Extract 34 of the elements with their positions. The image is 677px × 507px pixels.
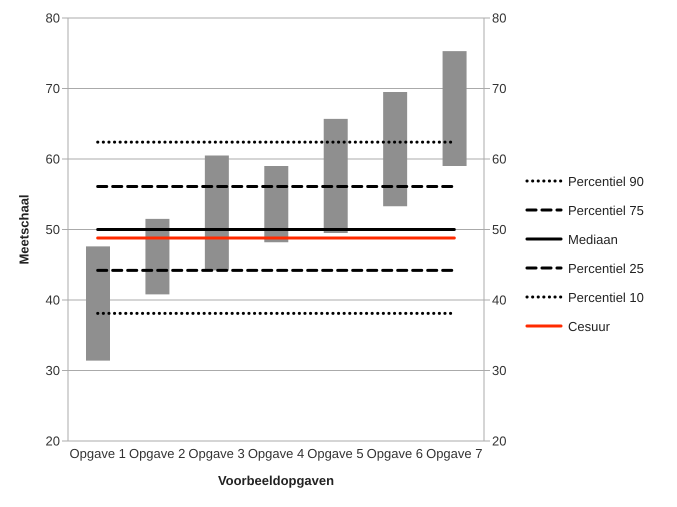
legend-label: Percentiel 75: [568, 202, 644, 218]
y2-tick-label: 50: [492, 222, 506, 238]
y2-tick-label: 80: [492, 10, 506, 26]
y-tick-label: 40: [46, 292, 60, 308]
x-tick-label: Opgave 7: [426, 446, 482, 462]
y-tick-label: 60: [46, 152, 60, 167]
bar: [442, 51, 467, 166]
bar: [324, 118, 348, 234]
y-tick-label: 80: [46, 10, 60, 26]
y2-tick-label: 40: [492, 292, 506, 308]
y-tick-label: 70: [46, 81, 60, 96]
legend-label: Percentiel 25: [568, 260, 644, 276]
y2-tick-label: 30: [492, 363, 506, 378]
y2-tick-label: 20: [492, 434, 506, 449]
bar: [86, 246, 110, 361]
x-tick-label: Opgave 6: [366, 446, 424, 462]
y-axis-title: Meetschaal: [16, 194, 32, 265]
y2-tick-label: 60: [492, 152, 506, 167]
legend-label: Cesuur: [568, 318, 610, 334]
y-tick-label: 50: [46, 222, 60, 238]
x-tick-label: Opgave 2: [128, 446, 186, 462]
x-axis-title: Voorbeeldopgaven: [218, 473, 334, 488]
x-tick-label: Opgave 4: [248, 446, 304, 462]
y-tick-label: 30: [46, 363, 60, 378]
legend-label: Mediaan: [568, 232, 618, 246]
y2-tick-label: 70: [492, 81, 506, 96]
legend-label: Percentiel 90: [568, 174, 644, 188]
x-tick-label: Opgave 1: [70, 446, 126, 462]
legend-label: Percentiel 10: [568, 290, 644, 304]
x-tick-label: Opgave 3: [188, 446, 245, 462]
y-tick-label: 20: [46, 434, 60, 449]
bar: [383, 92, 408, 206]
x-tick-label: Opgave 5: [307, 446, 364, 462]
bar: [204, 155, 229, 270]
